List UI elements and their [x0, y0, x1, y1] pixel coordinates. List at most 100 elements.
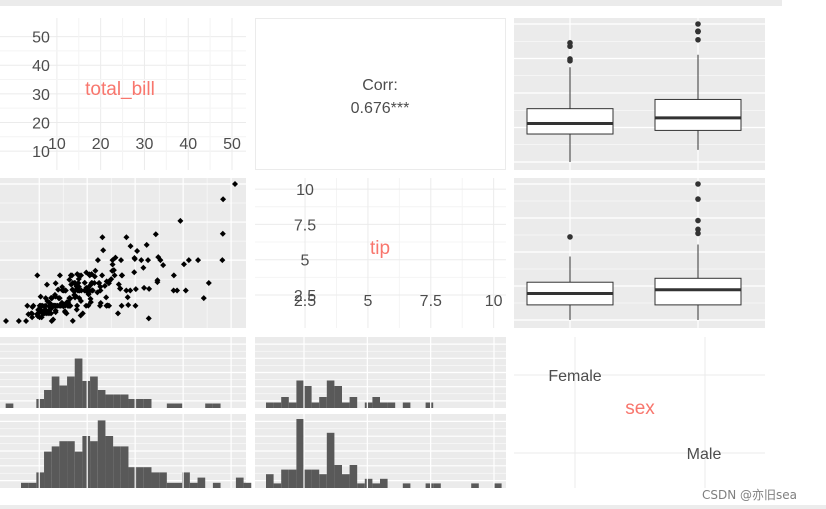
scatter-point — [117, 285, 124, 292]
histogram-bar — [189, 482, 198, 488]
scatter-point — [112, 254, 119, 261]
histogram-bar — [304, 469, 312, 488]
histogram-bar — [433, 483, 441, 488]
scatter-point — [85, 291, 92, 298]
scatter-point — [220, 196, 227, 203]
histogram-bar — [59, 441, 68, 488]
scatter-point — [205, 279, 212, 286]
scatter-point — [200, 295, 207, 302]
scatter-point — [185, 257, 192, 264]
histogram-bar — [67, 376, 75, 408]
scatter-point — [125, 302, 132, 309]
boxplot-tip-panel — [514, 178, 765, 328]
scatter-point — [138, 257, 145, 264]
histogram-bar — [136, 399, 144, 408]
scatter-point — [118, 257, 125, 264]
scatter-point — [56, 272, 63, 279]
scatter-point — [55, 286, 62, 293]
scatter-point — [75, 279, 82, 286]
histogram-bar — [59, 385, 68, 408]
sex-level-female: Female — [548, 368, 601, 385]
scatter-point — [99, 272, 106, 279]
y-tick-label: 7.5 — [294, 217, 316, 234]
histogram-bar — [288, 402, 297, 408]
histogram-bar — [159, 472, 167, 488]
y-tick-label: 20 — [32, 115, 50, 132]
scatter-point — [85, 302, 92, 309]
scatter-point — [37, 293, 44, 300]
outlier-point — [695, 21, 701, 27]
scatter-point — [154, 277, 161, 284]
outlier-point — [567, 43, 573, 50]
scatter-point — [23, 318, 30, 324]
outlier-point — [567, 56, 573, 62]
x-tick-label: 40 — [179, 136, 197, 153]
y-tick-label: 10 — [296, 182, 314, 199]
histogram-bar — [319, 397, 327, 408]
histogram-bar — [74, 358, 83, 408]
boxplot-total-bill-panel — [514, 18, 765, 170]
y-tick-label: 5 — [301, 253, 310, 270]
histogram-bar — [364, 402, 373, 408]
histogram-bar — [296, 380, 304, 408]
scatter-point — [132, 302, 139, 309]
histogram-bar — [380, 402, 388, 408]
histogram-bar — [67, 441, 75, 488]
histogram-bar — [36, 399, 45, 408]
outlier-point — [695, 230, 701, 237]
histogram-bar — [90, 441, 98, 488]
scatter-point — [99, 234, 106, 241]
scatter-point — [145, 315, 152, 322]
histogram-bar — [205, 403, 213, 408]
scatter-point — [67, 302, 74, 309]
histogram-bar — [288, 469, 297, 488]
histogram-bar — [136, 467, 144, 488]
histogram-bar — [105, 394, 114, 408]
scatter-point — [119, 272, 126, 279]
histogram-bar — [342, 474, 350, 488]
histogram-bar — [90, 376, 98, 408]
histogram-bar — [113, 394, 121, 408]
histogram-bar — [36, 472, 45, 488]
histogram-bar — [349, 397, 358, 408]
histogram-bar — [402, 483, 411, 488]
histogram-bar — [273, 402, 282, 408]
histogram-bar — [326, 432, 335, 488]
scatter-point — [66, 276, 73, 283]
outlier-point — [695, 28, 701, 35]
scatter-point — [100, 247, 107, 254]
histogram-bar — [273, 483, 282, 488]
histogram-bar — [212, 482, 221, 488]
histogram-bar — [342, 402, 350, 408]
histogram-bar — [128, 467, 137, 488]
scatter-point — [160, 262, 167, 269]
scatter-point — [195, 257, 202, 264]
scatter-point — [157, 257, 164, 264]
x-tick-label: 7.5 — [420, 293, 442, 310]
scatter-point — [77, 298, 84, 305]
histogram-bar — [128, 399, 137, 408]
scatter-point — [177, 217, 184, 224]
histogram-bar — [311, 402, 320, 408]
histogram-bar — [212, 403, 221, 408]
scatter-point — [97, 300, 104, 307]
histogram-bar — [82, 381, 91, 408]
diag-label-tip: tip — [370, 238, 390, 259]
histogram-bar — [174, 482, 183, 488]
scatter-point — [170, 287, 177, 294]
x-tick-label: 10 — [48, 136, 66, 153]
scatter-point — [118, 302, 125, 309]
y-tick-label: 40 — [32, 58, 50, 75]
scatter-point — [92, 267, 99, 274]
scatter-point — [52, 309, 59, 316]
scatter-point — [108, 276, 115, 283]
histogram-bar — [97, 390, 106, 408]
scatter-point — [69, 317, 76, 324]
top-border — [0, 0, 782, 6]
scatter-point — [232, 181, 238, 187]
scatter-point — [15, 318, 22, 324]
scatter-point — [48, 310, 55, 317]
diag-label-sex: sex — [625, 398, 655, 419]
scatter-point — [29, 310, 36, 317]
